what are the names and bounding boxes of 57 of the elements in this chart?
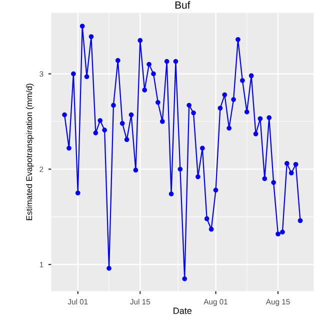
point — [186, 102, 192, 108]
point — [151, 71, 156, 76]
point — [71, 71, 76, 76]
point — [178, 166, 183, 172]
point — [88, 34, 94, 40]
point — [111, 102, 116, 108]
point — [240, 78, 245, 83]
point — [266, 115, 272, 120]
point — [191, 110, 196, 116]
point — [293, 162, 298, 167]
point — [160, 119, 165, 124]
point — [124, 137, 130, 142]
y-axis-title: Estimated Evapotranspiration (mm/d) — [26, 84, 34, 220]
point — [213, 188, 218, 193]
point — [276, 232, 280, 236]
point — [226, 126, 232, 131]
point — [173, 58, 178, 64]
point — [196, 174, 200, 180]
point — [298, 218, 303, 224]
point — [280, 230, 285, 235]
point — [128, 112, 134, 118]
chart-title: Buf — [175, 1, 190, 9]
point — [222, 92, 228, 98]
x-axis-title: Date — [174, 308, 192, 314]
point — [84, 74, 90, 80]
point — [271, 180, 276, 185]
point — [284, 161, 290, 166]
point — [244, 110, 250, 114]
point — [138, 38, 143, 43]
point — [204, 216, 210, 222]
point — [253, 131, 258, 136]
point — [62, 112, 67, 118]
point — [120, 120, 125, 126]
point — [231, 97, 236, 102]
point — [236, 37, 240, 42]
point — [200, 146, 205, 151]
point — [75, 190, 80, 196]
point — [258, 116, 263, 122]
point — [142, 88, 148, 92]
point — [208, 226, 214, 232]
point — [93, 130, 98, 136]
point — [262, 176, 268, 182]
point — [66, 146, 72, 151]
point — [182, 276, 188, 282]
point — [80, 24, 85, 29]
point — [102, 128, 107, 132]
point — [133, 168, 138, 173]
point — [164, 58, 170, 64]
point — [115, 58, 120, 63]
point — [146, 62, 152, 67]
point — [98, 118, 103, 123]
point — [288, 170, 294, 176]
point — [168, 192, 174, 196]
point — [248, 73, 254, 78]
point — [106, 266, 112, 271]
point — [218, 106, 223, 111]
point — [156, 100, 160, 105]
